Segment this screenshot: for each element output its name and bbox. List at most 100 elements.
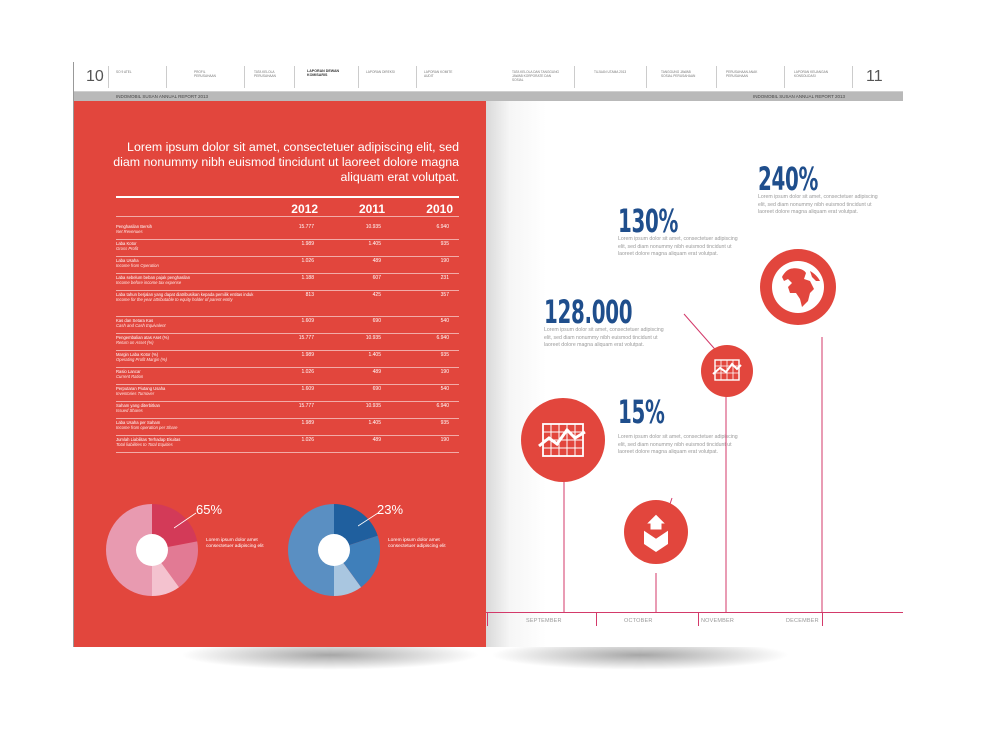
donut-hole <box>136 534 168 566</box>
nav-item[interactable]: TATA KELOLA DAN TANGGUNG JAWAB KORPORATE… <box>512 70 559 82</box>
table-cell-value: 1.026 <box>301 369 314 375</box>
chart-grid-icon <box>538 423 586 457</box>
divider <box>294 66 295 88</box>
table-row-divider <box>116 418 459 419</box>
table-header-rule <box>116 216 459 217</box>
table-row-divider <box>116 256 459 257</box>
divider <box>358 66 359 88</box>
table-cell-value: 1.609 <box>301 318 314 324</box>
table-cell-value: 190 <box>440 437 449 443</box>
table-cell-value: 935 <box>440 241 449 247</box>
month-label: OCTOBER <box>624 618 653 624</box>
month-label: DECEMBER <box>786 618 819 624</box>
nav-item[interactable]: TUJUAN UTAMA 2013 <box>594 70 627 74</box>
month-label: NOVEMBER <box>701 618 735 624</box>
band-text: INDOMOBIL SUSAN ANNUAL REPORT 2013 <box>752 94 845 99</box>
stat-value: 15% <box>618 393 665 431</box>
table-row-divider <box>116 452 459 453</box>
row-label-en: Return on Asset (%) <box>116 340 154 345</box>
nav-item[interactable]: TANGGUNG JAWAB SOSIAL PERUSAHAAN <box>661 70 696 78</box>
timeline-tick <box>822 612 823 626</box>
stat-description: Lorem ipsum dolor sit amet, consectetuer… <box>618 434 738 455</box>
table-cell-value: 690 <box>372 386 381 392</box>
nav-item-active[interactable]: LAPORAN DEWAN KOMISARIS <box>307 69 340 77</box>
nav-item[interactable]: LAPORAN DIREKSI <box>366 70 395 74</box>
row-label-id: Laba sebelum beban pajak penghasilan <box>116 275 191 280</box>
row-label-en: Issued Shares <box>116 408 143 413</box>
table-cell-value: 935 <box>440 352 449 358</box>
divider <box>166 66 167 88</box>
left-header: 10 SO 9 ATEL PROFIL PERUSAHAAN TATA KELO… <box>74 62 487 92</box>
timeline-tick <box>487 612 488 626</box>
divider <box>716 66 717 88</box>
row-label-en: Income from operation per Share <box>116 425 178 430</box>
nav-item[interactable]: PROFIL PERUSAHAAN <box>194 70 216 78</box>
table-row-label: Rasio Lancar Current Ration <box>116 369 256 379</box>
nav-item[interactable]: LAPORAN KEUANGAN KONSOLIDASI <box>794 70 829 78</box>
intro-text: Lorem ipsum dolor sit amet, consectetuer… <box>113 140 459 184</box>
table-row-divider <box>116 316 459 317</box>
nav-item[interactable]: SO 9 ATEL <box>116 70 132 74</box>
table-cell-value: 10.935 <box>365 403 381 409</box>
globe-icon <box>772 261 824 313</box>
table-cell-value: 15.777 <box>298 335 314 341</box>
row-label-id: Rasio Lancar <box>116 369 141 374</box>
table-row-divider <box>116 435 459 436</box>
row-label-id: Kas dan Setara Kas <box>116 318 154 323</box>
table-cell-value: 540 <box>440 386 449 392</box>
table-row-divider <box>116 401 459 402</box>
table-cell-value: 10.935 <box>365 224 381 230</box>
donut-slice <box>288 504 334 596</box>
table-cell-value: 190 <box>440 369 449 375</box>
row-label-id: Margin Laba Kotor (%) <box>116 352 159 357</box>
left-page: 10 SO 9 ATEL PROFIL PERUSAHAAN TATA KELO… <box>73 62 487 647</box>
divider <box>244 66 245 88</box>
table-row-divider <box>116 290 459 291</box>
row-label-id: Laba Kotor <box>116 241 137 246</box>
box-arrow-icon <box>643 513 669 552</box>
row-label-id: Perputaran Piutang Usaha <box>116 386 166 391</box>
row-label-id: Laba Usaha <box>116 258 139 263</box>
table-cell-value: 1.026 <box>301 258 314 264</box>
nav-item[interactable]: TATA KELOLA PERUSAHAAN <box>254 70 276 78</box>
row-label-en: Income for the year attributable to equi… <box>116 297 233 302</box>
table-row-divider <box>116 350 459 351</box>
box-circle-october <box>624 500 688 564</box>
table-cell-value: 607 <box>372 275 381 281</box>
table-row-label: Kas dan Setara Kas Cash and Cash Equivale… <box>116 318 256 328</box>
row-label-en: Total liabilities to Total Equities <box>116 442 173 447</box>
month-label: SEPTEMBER <box>526 618 562 624</box>
stat-value: 240% <box>758 160 819 198</box>
divider <box>416 66 417 88</box>
divider <box>108 66 109 88</box>
table-cell-value: 6.940 <box>436 403 449 409</box>
table-cell-value: 1.405 <box>368 420 381 426</box>
nav-item[interactable]: LAPORAN KOMITE AUDIT <box>424 70 453 78</box>
row-label-en: Net Revenues <box>116 229 143 234</box>
timeline-axis <box>486 612 903 613</box>
donut-percent: 23% <box>377 502 404 517</box>
row-label-en: Current Ration <box>116 374 144 379</box>
row-label-en: Operating Profit Margin (%) <box>116 357 167 362</box>
year-header: 2010 <box>426 202 453 216</box>
nav-item[interactable]: PERUSAHAAN ANAK PERUSAHAAN <box>726 70 758 78</box>
table-cell-value: 1.989 <box>301 420 314 426</box>
right-header: TATA KELOLA DAN TANGGUNG JAWAB KORPORATE… <box>486 62 903 92</box>
divider <box>646 66 647 88</box>
donut-slice <box>106 504 152 596</box>
table-cell-value: 15.777 <box>298 224 314 230</box>
row-label-id: Penghasilan Bersih <box>116 224 153 229</box>
table-row-label: Laba sebelum beban pajak penghasilan Inco… <box>116 275 256 285</box>
table-cell-value: 1.609 <box>301 386 314 392</box>
table-row-label: Margin Laba Kotor (%) Operating Profit Ma… <box>116 352 256 362</box>
table-row-label: Laba Usaha Income from Operation <box>116 258 256 268</box>
row-label-id: Laba tahun berjalan yang dapat diatribus… <box>116 292 254 297</box>
donut-callout-line <box>358 512 379 527</box>
stat-value: 130% <box>618 202 679 240</box>
divider <box>852 66 853 88</box>
row-label-en: Cash and Cash Equivalent <box>116 323 166 328</box>
table-cell-value: 425 <box>372 292 381 298</box>
table-cell-value: 1.405 <box>368 241 381 247</box>
table-cell-value: 357 <box>440 292 449 298</box>
timeline-tick <box>596 612 597 626</box>
